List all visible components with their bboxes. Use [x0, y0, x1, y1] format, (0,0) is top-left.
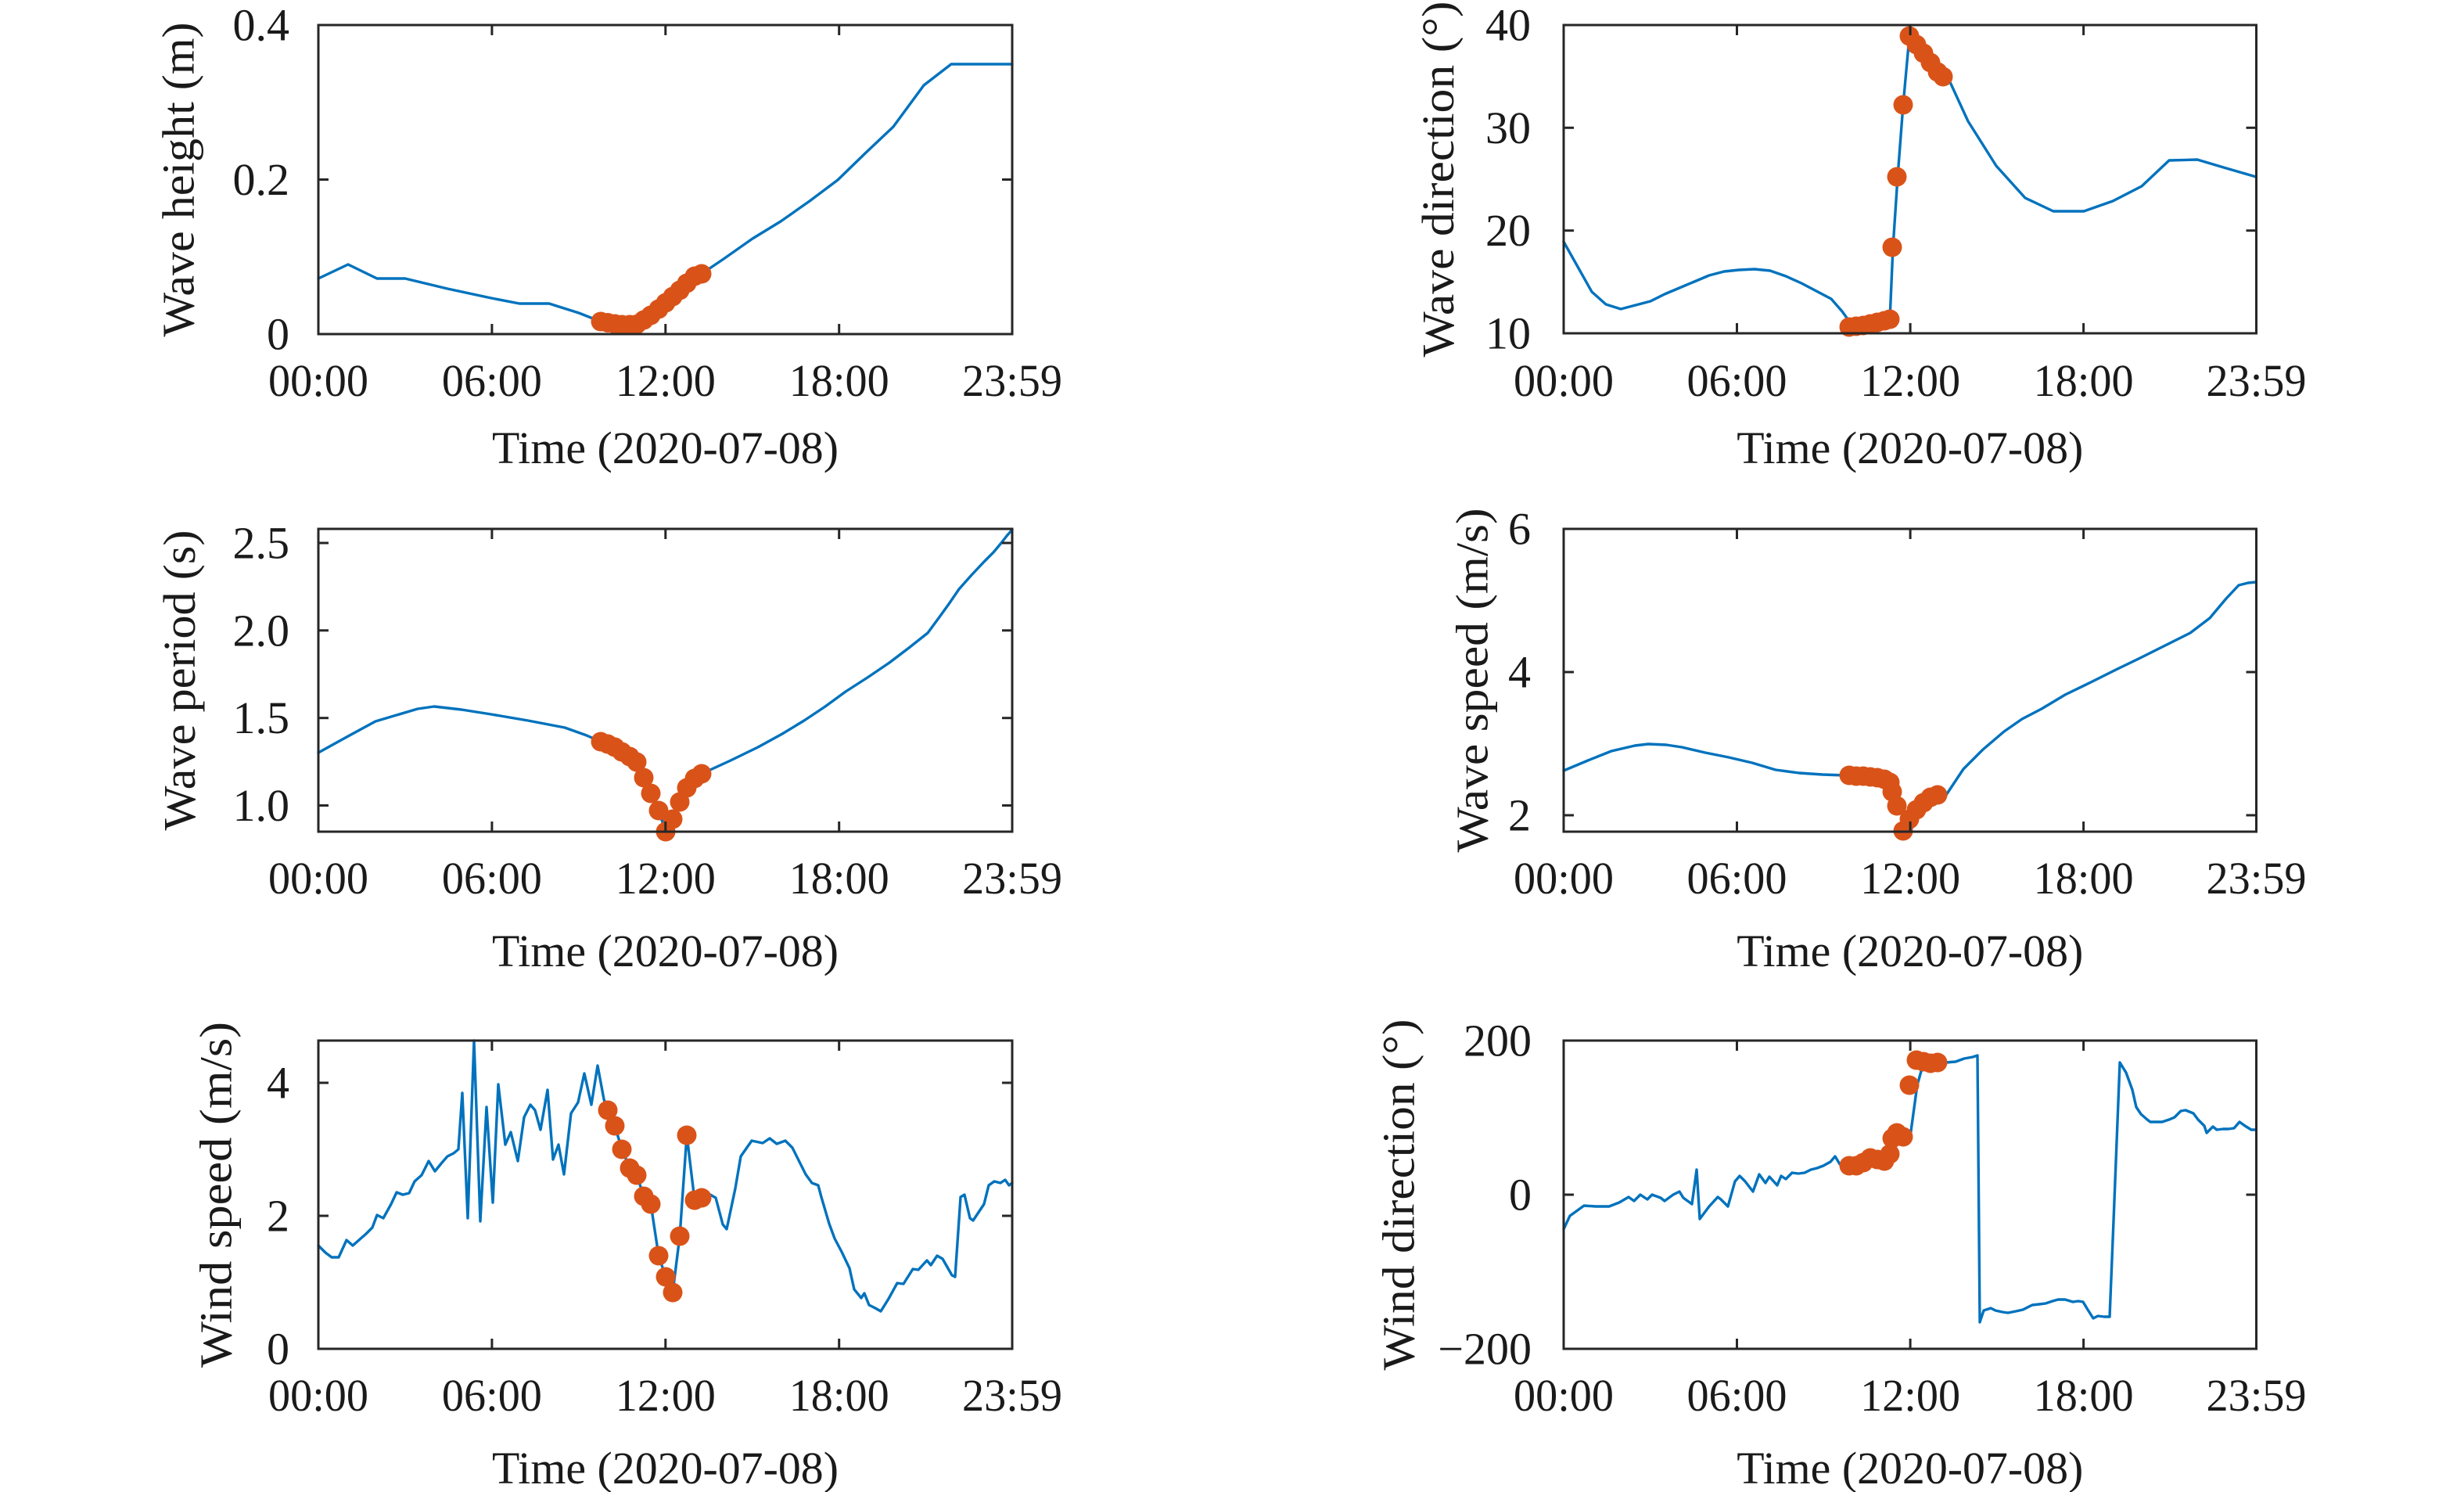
svg-text:23:59: 23:59: [2207, 853, 2307, 904]
svg-text:06:00: 06:00: [1687, 1370, 1787, 1421]
svg-text:23:59: 23:59: [962, 853, 1062, 904]
svg-text:2: 2: [267, 1191, 289, 1242]
svg-text:18:00: 18:00: [789, 1370, 889, 1421]
svg-text:6: 6: [1508, 504, 1531, 555]
svg-text:00:00: 00:00: [1514, 853, 1614, 904]
svg-text:18:00: 18:00: [2034, 1370, 2134, 1421]
svg-text:2: 2: [1508, 790, 1531, 841]
svg-text:Time (2020-07-08): Time (2020-07-08): [492, 926, 839, 976]
svg-text:00:00: 00:00: [268, 853, 368, 904]
svg-text:12:00: 12:00: [1860, 1370, 1960, 1421]
svg-text:18:00: 18:00: [789, 355, 889, 406]
svg-text:Wave height (m): Wave height (m): [153, 23, 204, 337]
svg-text:12:00: 12:00: [1860, 355, 1960, 406]
svg-text:12:00: 12:00: [616, 1370, 716, 1421]
svg-text:00:00: 00:00: [1514, 1370, 1614, 1421]
svg-text:00:00: 00:00: [268, 1370, 368, 1421]
svg-text:0.2: 0.2: [233, 154, 290, 205]
svg-text:Wind speed (m/s): Wind speed (m/s): [191, 1022, 242, 1368]
svg-text:1.0: 1.0: [233, 780, 290, 831]
svg-text:12:00: 12:00: [1860, 853, 1960, 904]
svg-text:18:00: 18:00: [2034, 853, 2134, 904]
svg-text:0: 0: [267, 1324, 289, 1375]
svg-text:18:00: 18:00: [2034, 355, 2134, 406]
svg-text:18:00: 18:00: [789, 853, 889, 904]
svg-text:00:00: 00:00: [268, 355, 368, 406]
svg-text:Time (2020-07-08): Time (2020-07-08): [1737, 422, 2083, 473]
svg-text:06:00: 06:00: [442, 355, 542, 406]
svg-text:06:00: 06:00: [1687, 853, 1787, 904]
svg-text:2.5: 2.5: [233, 518, 290, 569]
svg-text:Time (2020-07-08): Time (2020-07-08): [1737, 1443, 2083, 1492]
svg-text:30: 30: [1485, 102, 1531, 153]
svg-text:Time (2020-07-08): Time (2020-07-08): [1737, 926, 2083, 976]
svg-text:12:00: 12:00: [616, 355, 716, 406]
svg-text:4: 4: [267, 1058, 289, 1109]
svg-text:1.5: 1.5: [233, 692, 290, 743]
svg-text:10: 10: [1485, 308, 1531, 359]
svg-text:4: 4: [1508, 647, 1531, 698]
svg-text:23:59: 23:59: [962, 355, 1062, 406]
svg-text:0: 0: [1509, 1170, 1532, 1221]
svg-text:20: 20: [1485, 205, 1531, 256]
svg-text:06:00: 06:00: [1687, 355, 1787, 406]
svg-text:Time (2020-07-08): Time (2020-07-08): [492, 1443, 839, 1492]
svg-text:23:59: 23:59: [962, 1370, 1062, 1421]
svg-text:Wave direction (°): Wave direction (°): [1413, 2, 1464, 358]
svg-text:200: 200: [1464, 1016, 1532, 1066]
svg-text:0: 0: [267, 309, 289, 360]
svg-text:Wind direction (°): Wind direction (°): [1374, 1019, 1424, 1371]
svg-text:00:00: 00:00: [1514, 355, 1614, 406]
svg-text:2.0: 2.0: [233, 605, 290, 656]
svg-text:0.4: 0.4: [233, 0, 290, 51]
svg-text:23:59: 23:59: [2207, 355, 2307, 406]
svg-text:Time (2020-07-08): Time (2020-07-08): [492, 422, 839, 473]
svg-text:40: 40: [1485, 0, 1531, 51]
svg-text:−200: −200: [1438, 1324, 1532, 1375]
svg-text:Wave speed (m/s): Wave speed (m/s): [1447, 509, 1498, 853]
svg-text:06:00: 06:00: [442, 1370, 542, 1421]
svg-text:06:00: 06:00: [442, 853, 542, 904]
svg-text:Wave period (s): Wave period (s): [154, 530, 205, 831]
svg-text:23:59: 23:59: [2207, 1370, 2307, 1421]
svg-text:12:00: 12:00: [616, 853, 716, 904]
